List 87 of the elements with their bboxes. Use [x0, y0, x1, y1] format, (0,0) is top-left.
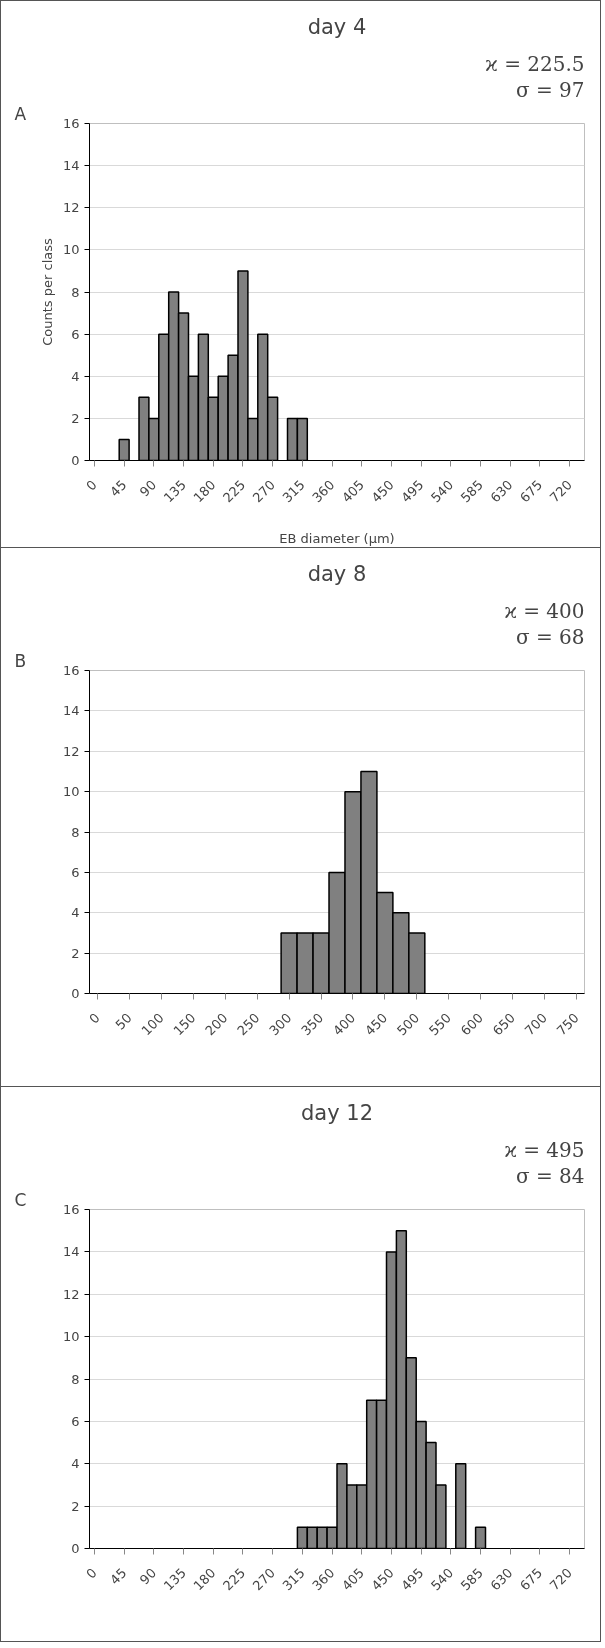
x-tick-label: 100 [138, 1010, 167, 1039]
chart-title: day 4 [307, 14, 367, 39]
x-tick-label: 135 [160, 477, 189, 506]
y-tick-label: 2 [71, 410, 80, 426]
x-tick-label: 630 [487, 1565, 516, 1594]
x-tick-label: 200 [202, 1010, 231, 1039]
y-tick-label: 0 [71, 986, 80, 1001]
y-tick-label: 14 [62, 1244, 80, 1260]
x-tick-label: 550 [425, 1010, 455, 1039]
x-tick-label: 540 [428, 477, 457, 506]
y-tick-label: 16 [62, 116, 80, 131]
x-tick-label: 350 [298, 1010, 327, 1039]
y-tick-label: 6 [71, 326, 80, 342]
text: B [14, 650, 27, 671]
x-tick-label: 720 [546, 1565, 575, 1594]
x-tick-label: 270 [249, 1565, 278, 1594]
y-tick-label: 14 [62, 703, 80, 719]
y-tick-label: 12 [62, 200, 80, 216]
x-tick-label: 675 [517, 477, 546, 506]
x-tick-label: 405 [338, 1565, 368, 1594]
x-tick-label: 405 [338, 477, 368, 506]
y-tick-label: 6 [71, 864, 80, 880]
y-tick-label: 4 [71, 1456, 80, 1472]
y-tick-label: 12 [62, 743, 80, 759]
x-tick-label: 495 [398, 1565, 427, 1594]
x-tick-label: 315 [279, 477, 308, 506]
chart-title: day 12 [300, 1100, 374, 1125]
x-tick-label: 675 [517, 1565, 546, 1594]
text: σ = 97 [515, 77, 585, 102]
text: ϰ = 225.5 [485, 51, 585, 76]
x-tick-label: 315 [279, 1565, 308, 1594]
y-tick-label: 16 [62, 663, 80, 678]
x-tick-label: 0 [83, 1565, 100, 1582]
y-tick-label: 12 [62, 1286, 80, 1302]
y-tick-label: 10 [62, 1329, 80, 1345]
y-tick-label: 8 [71, 284, 80, 300]
x-tick-label: 50 [112, 1010, 135, 1033]
x-tick-label: 180 [190, 1565, 219, 1594]
y-tick-label: 10 [62, 242, 80, 258]
text: σ = 68 [515, 624, 585, 649]
x-tick-label: 500 [393, 1010, 423, 1039]
text: A [14, 103, 27, 124]
x-tick-label: 630 [487, 477, 516, 506]
x-tick-label: 540 [428, 1565, 457, 1594]
y-tick-label: 10 [62, 784, 80, 800]
x-tick-label: 180 [190, 477, 219, 506]
y-tick-label: 4 [71, 905, 80, 921]
x-tick-label: 90 [136, 1565, 160, 1588]
x-tick-label: 400 [330, 1010, 359, 1039]
x-tick-label: 0 [83, 477, 100, 494]
x-tick-label: 90 [136, 477, 160, 500]
x-tick-label: 0 [86, 1010, 103, 1027]
x-tick-label: 45 [107, 477, 130, 500]
x-tick-label: 750 [553, 1010, 582, 1039]
x-tick-label: 450 [362, 1010, 391, 1039]
y-tick-label: 8 [71, 1371, 80, 1387]
x-tick-label: 150 [170, 1010, 199, 1039]
text: ϰ = 495 [504, 1137, 585, 1162]
x-tick-label: 45 [107, 1565, 130, 1588]
x-tick-label: 495 [398, 477, 427, 506]
y-tick-label: 0 [71, 1541, 80, 1556]
x-tick-label: 600 [457, 1010, 487, 1039]
y-tick-label: 16 [62, 1202, 80, 1217]
y-tick-label: 2 [71, 945, 80, 961]
y-tick-label: 14 [62, 158, 80, 174]
y-tick-label: 4 [71, 368, 80, 384]
text: C [14, 1189, 27, 1210]
x-tick-label: 450 [368, 477, 397, 506]
x-tick-label: 700 [521, 1010, 550, 1039]
x-tick-label: 650 [489, 1010, 518, 1039]
x-tick-label: 135 [160, 1565, 189, 1594]
x-tick-label: 250 [234, 1010, 263, 1039]
x-tick-label: 450 [368, 1565, 397, 1594]
y-tick-label: 0 [71, 453, 80, 468]
text: ϰ = 400 [504, 598, 585, 623]
x-axis-title: EB diameter (µm) [279, 531, 395, 547]
y-axis-title: Counts per class [39, 238, 55, 346]
text: σ = 84 [515, 1163, 585, 1188]
x-tick-label: 300 [266, 1010, 295, 1039]
x-tick-label: 720 [546, 477, 575, 506]
x-tick-label: 360 [309, 477, 338, 506]
y-tick-label: 8 [71, 824, 80, 840]
x-tick-label: 270 [249, 477, 278, 506]
chart-title: day 8 [307, 561, 367, 586]
y-tick-label: 6 [71, 1413, 80, 1429]
y-tick-label: 2 [71, 1498, 80, 1514]
x-tick-label: 360 [309, 1565, 338, 1594]
